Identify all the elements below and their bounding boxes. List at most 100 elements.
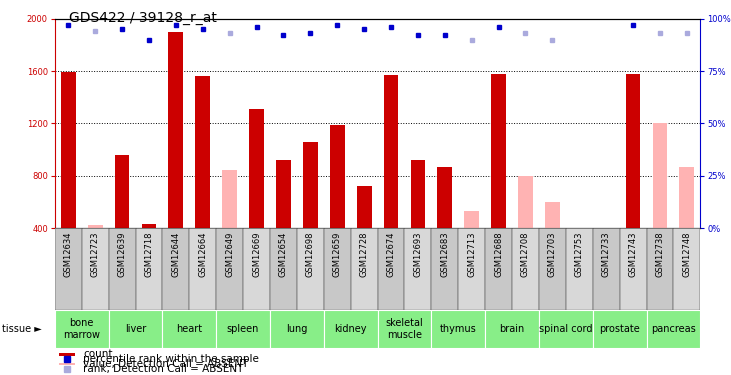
Text: GSM12649: GSM12649 xyxy=(225,231,234,277)
Bar xyxy=(324,310,377,348)
Bar xyxy=(303,142,318,228)
Bar xyxy=(566,228,593,310)
Text: heart: heart xyxy=(176,324,202,334)
Bar xyxy=(653,123,667,228)
Bar xyxy=(411,160,425,228)
Text: liver: liver xyxy=(125,324,146,334)
Bar xyxy=(270,310,324,348)
Bar xyxy=(216,228,243,310)
Text: GSM12753: GSM12753 xyxy=(575,231,584,277)
Text: value, Detection Call = ABSENT: value, Detection Call = ABSENT xyxy=(83,359,249,369)
Bar xyxy=(142,224,156,228)
Bar xyxy=(626,74,640,228)
Text: skeletal
muscle: skeletal muscle xyxy=(385,318,423,340)
Text: GSM12693: GSM12693 xyxy=(414,231,423,277)
Bar xyxy=(431,310,485,348)
Text: spinal cord: spinal cord xyxy=(539,324,593,334)
Bar xyxy=(518,176,533,228)
Text: prostate: prostate xyxy=(599,324,640,334)
Bar xyxy=(189,228,216,310)
Bar xyxy=(249,109,264,228)
Bar xyxy=(437,166,452,228)
Bar xyxy=(162,310,216,348)
Text: GSM12669: GSM12669 xyxy=(252,231,261,277)
Bar xyxy=(58,363,75,365)
Text: GDS422 / 39128_r_at: GDS422 / 39128_r_at xyxy=(69,11,217,25)
Bar xyxy=(431,228,458,310)
Bar xyxy=(491,74,506,228)
Bar xyxy=(673,228,700,310)
Text: GSM12718: GSM12718 xyxy=(145,231,154,277)
Text: GSM12634: GSM12634 xyxy=(64,231,73,277)
Text: GSM12703: GSM12703 xyxy=(548,231,557,277)
Text: lung: lung xyxy=(287,324,308,334)
Bar xyxy=(593,228,620,310)
Text: GSM12708: GSM12708 xyxy=(521,231,530,277)
Bar xyxy=(216,310,270,348)
Text: GSM12654: GSM12654 xyxy=(279,231,288,277)
Bar xyxy=(384,75,398,228)
Text: GSM12644: GSM12644 xyxy=(171,231,181,277)
Bar xyxy=(55,228,82,310)
Text: GSM12688: GSM12688 xyxy=(494,231,503,277)
Bar xyxy=(620,228,646,310)
Text: GSM12674: GSM12674 xyxy=(387,231,395,277)
Bar xyxy=(243,228,270,310)
Bar xyxy=(297,228,324,310)
Bar xyxy=(539,310,593,348)
Text: GSM12683: GSM12683 xyxy=(440,231,450,277)
Bar xyxy=(485,310,539,348)
Text: GSM12738: GSM12738 xyxy=(656,231,664,277)
Bar xyxy=(82,228,109,310)
Text: GSM12713: GSM12713 xyxy=(467,231,476,277)
Text: spleen: spleen xyxy=(227,324,260,334)
Text: pancreas: pancreas xyxy=(651,324,696,334)
Text: GSM12743: GSM12743 xyxy=(629,231,637,277)
Bar xyxy=(351,228,377,310)
Text: brain: brain xyxy=(499,324,525,334)
Bar xyxy=(458,228,485,310)
Text: GSM12659: GSM12659 xyxy=(333,231,341,277)
Bar xyxy=(485,228,512,310)
Text: thymus: thymus xyxy=(440,324,477,334)
Bar xyxy=(646,310,700,348)
Bar xyxy=(512,228,539,310)
Text: tissue ►: tissue ► xyxy=(2,324,42,334)
Bar xyxy=(168,32,183,228)
Text: GSM12698: GSM12698 xyxy=(306,231,315,277)
Text: rank, Detection Call = ABSENT: rank, Detection Call = ABSENT xyxy=(83,364,243,374)
Bar xyxy=(330,124,344,228)
Bar xyxy=(58,353,75,356)
Bar xyxy=(162,228,189,310)
Bar xyxy=(646,228,673,310)
Bar xyxy=(109,310,162,348)
Bar xyxy=(539,228,566,310)
Bar xyxy=(270,228,297,310)
Bar xyxy=(276,160,291,228)
Bar xyxy=(545,202,560,228)
Bar xyxy=(109,228,135,310)
Text: bone
marrow: bone marrow xyxy=(63,318,100,340)
Text: GSM12639: GSM12639 xyxy=(118,231,126,277)
Text: percentile rank within the sample: percentile rank within the sample xyxy=(83,354,259,364)
Bar xyxy=(115,155,129,228)
Bar xyxy=(324,228,351,310)
Bar xyxy=(679,166,694,228)
Bar xyxy=(88,225,102,228)
Text: GSM12664: GSM12664 xyxy=(198,231,208,277)
Text: GSM12728: GSM12728 xyxy=(360,231,368,277)
Bar xyxy=(55,310,109,348)
Bar xyxy=(377,310,431,348)
Text: count: count xyxy=(83,349,113,359)
Bar xyxy=(61,72,76,228)
Bar xyxy=(377,228,404,310)
Text: GSM12733: GSM12733 xyxy=(602,231,610,277)
Text: kidney: kidney xyxy=(334,324,367,334)
Bar xyxy=(222,171,237,228)
Bar xyxy=(357,186,371,228)
Bar xyxy=(195,76,210,228)
Bar xyxy=(464,211,479,228)
Text: GSM12748: GSM12748 xyxy=(682,231,692,277)
Bar xyxy=(404,228,431,310)
Text: GSM12723: GSM12723 xyxy=(91,231,99,277)
